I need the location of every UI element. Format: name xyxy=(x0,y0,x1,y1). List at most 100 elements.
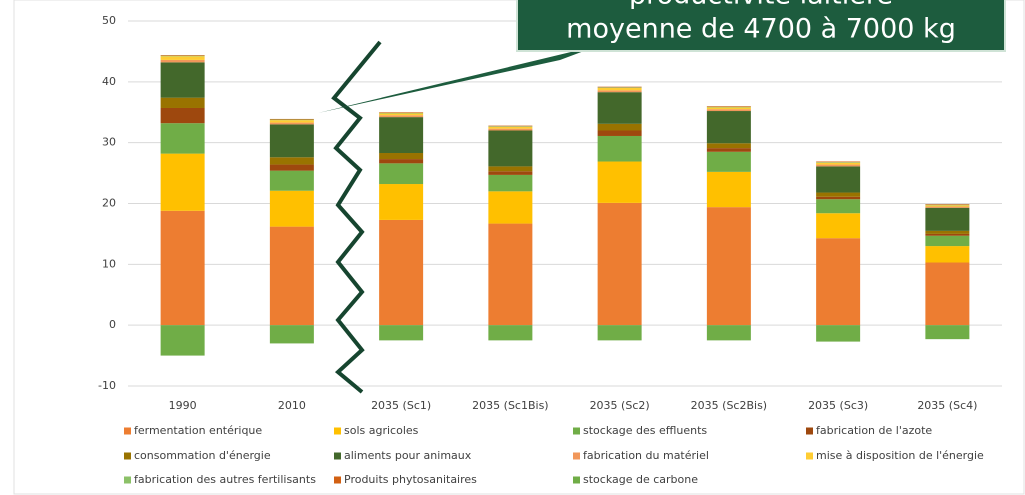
bar-segment xyxy=(816,213,861,239)
x-tick-label: 2035 (Sc4) xyxy=(917,399,977,412)
bar-segment xyxy=(379,325,424,341)
bar-segment xyxy=(269,124,314,158)
callout-pointer xyxy=(318,45,600,113)
y-tick-label: 40 xyxy=(102,75,116,88)
bar-segment xyxy=(488,130,533,167)
bar-segment xyxy=(488,191,533,224)
legend-marker xyxy=(334,452,341,460)
legend-label: sols agricoles xyxy=(344,424,419,437)
bar-segment xyxy=(269,120,314,123)
bar-segment xyxy=(706,207,751,326)
chart-frame xyxy=(13,0,1025,495)
bar-segment xyxy=(816,199,861,214)
legend-marker xyxy=(573,452,580,460)
bar-segment xyxy=(706,151,751,172)
bar-segment xyxy=(706,106,751,107)
legend-label: stockage des effluents xyxy=(583,424,707,437)
bar-segment xyxy=(597,87,642,88)
x-tick-label: 2035 (Sc1Bis) xyxy=(472,399,548,412)
legend-marker xyxy=(573,427,580,435)
y-tick-label: 30 xyxy=(102,136,116,149)
bar-segment xyxy=(488,325,533,341)
bar-segment xyxy=(488,174,533,192)
bar-segment xyxy=(816,238,861,326)
legend-marker xyxy=(806,452,813,460)
bar-segment xyxy=(160,153,205,211)
x-tick-label: 2035 (Sc1) xyxy=(371,399,431,412)
legend-label: fabrication de l'azote xyxy=(816,424,932,437)
legend-marker xyxy=(334,476,341,484)
bar-segment xyxy=(925,204,970,205)
bar-segment xyxy=(925,233,970,236)
bar-segment xyxy=(597,86,642,88)
bar-segment xyxy=(269,118,314,120)
y-tick-label: -10 xyxy=(98,379,116,392)
plot: -10 0 10 20 30 40 50 1990 2010 2035 (Sc1) 2035 (Sc… xyxy=(98,14,1002,486)
bar-segment xyxy=(379,219,424,326)
legend-marker xyxy=(124,476,131,484)
bar-segment xyxy=(925,246,970,263)
bar-segment xyxy=(925,325,970,340)
bar-segment xyxy=(269,164,314,171)
callout-text: productivité laitière xyxy=(629,0,893,11)
bar-segment xyxy=(816,162,861,165)
bar-segment xyxy=(816,192,861,197)
bar-segment xyxy=(269,226,314,326)
legend-label: fabrication des autres fertilisants xyxy=(134,473,316,486)
bar-segment xyxy=(160,59,205,63)
bar-segment xyxy=(269,325,314,344)
bar-segment xyxy=(269,190,314,227)
bar-segment xyxy=(269,157,314,165)
y-tick-label: 50 xyxy=(102,14,116,27)
x-tick-label: 2010 xyxy=(278,399,306,412)
x-tick-label: 2035 (Sc2) xyxy=(590,399,650,412)
y-tick-label: 0 xyxy=(109,318,116,331)
legend-label: fabrication du matériel xyxy=(583,449,709,462)
x-tick-label: 1990 xyxy=(169,399,197,412)
bar-segment xyxy=(379,163,424,185)
legend-marker xyxy=(124,427,131,435)
bar-segment xyxy=(160,325,205,356)
bar-segment xyxy=(597,135,642,162)
bar-segment xyxy=(488,126,533,129)
bar-segment xyxy=(379,112,424,114)
bar-segment xyxy=(597,161,642,203)
bar-segment xyxy=(706,106,751,108)
bar-segment xyxy=(925,206,970,208)
legend-marker xyxy=(806,427,813,435)
legend-marker xyxy=(573,476,580,484)
bar-segment xyxy=(816,161,861,163)
x-tick-label: 2035 (Sc2Bis) xyxy=(691,399,767,412)
bar-segment xyxy=(597,90,642,93)
bar-segment xyxy=(160,55,205,56)
bar-segment xyxy=(379,159,424,164)
bar-segment xyxy=(597,92,642,124)
bar-segment xyxy=(160,210,205,326)
bar-segment xyxy=(488,126,533,127)
bar-segment xyxy=(925,235,970,247)
bar-segment xyxy=(160,97,205,108)
bar-segment xyxy=(816,325,861,342)
bar-segment xyxy=(706,171,751,208)
bar-segment xyxy=(706,143,751,149)
callout-box xyxy=(516,0,1006,52)
bar-segment xyxy=(706,107,751,110)
bar-segment xyxy=(160,55,205,57)
bar-segment xyxy=(488,166,533,172)
bar-segment xyxy=(379,115,424,118)
legend-label: aliments pour animaux xyxy=(344,449,472,462)
bar-segment xyxy=(597,123,642,131)
bar-segment xyxy=(488,223,533,326)
bar-segment xyxy=(597,130,642,136)
bar-segment xyxy=(816,196,861,200)
bar-segment xyxy=(379,113,424,116)
bar-segment xyxy=(706,111,751,144)
bar-segment xyxy=(160,123,205,154)
bar-segment xyxy=(160,107,205,124)
bar-segment xyxy=(160,62,205,98)
x-tick-label: 2035 (Sc3) xyxy=(808,399,868,412)
legend-label: stockage de carbone xyxy=(583,473,698,486)
bar-segment xyxy=(925,204,970,206)
bar-segment xyxy=(379,117,424,154)
legend-label: mise à disposition de l'énergie xyxy=(816,449,984,462)
